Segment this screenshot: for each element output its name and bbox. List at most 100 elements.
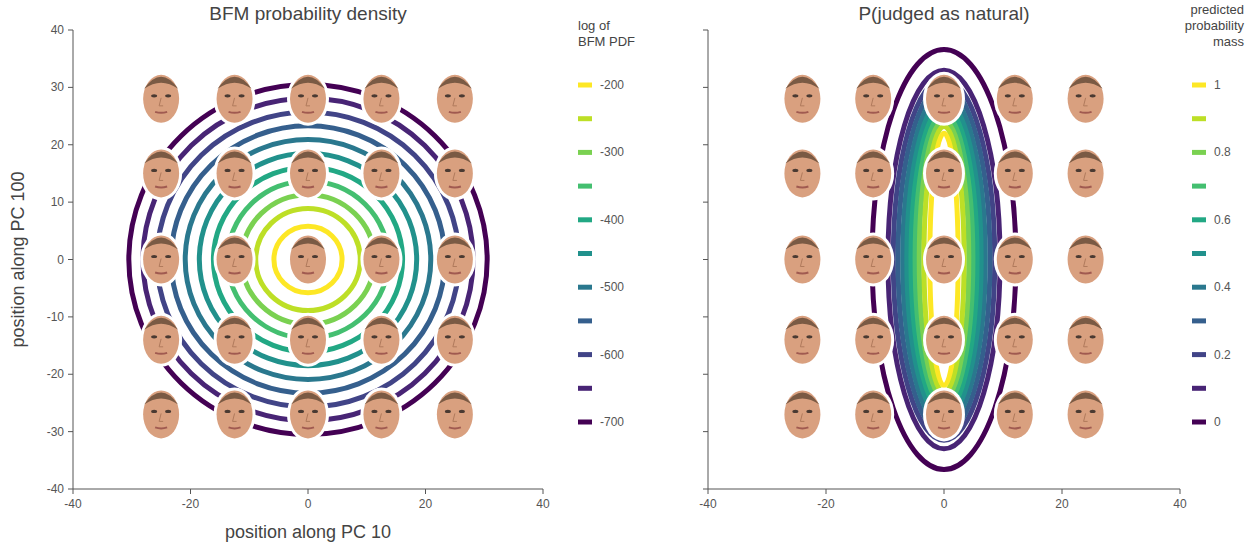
face-skin <box>290 316 326 364</box>
face-skin <box>217 149 253 197</box>
face-eye <box>1019 94 1025 97</box>
face-eye <box>371 94 377 97</box>
legend-swatch <box>1192 217 1206 222</box>
legend-swatch <box>1192 83 1206 88</box>
face-mouth <box>375 186 387 187</box>
legend-label: 0.4 <box>1214 280 1231 294</box>
face-eye <box>385 169 391 172</box>
face-eye <box>151 410 157 413</box>
face-hair <box>144 238 178 250</box>
face-outline <box>781 72 823 126</box>
face-outline <box>852 313 894 367</box>
y-tick-label: -30 <box>47 425 65 439</box>
face <box>434 72 476 126</box>
face-mouth <box>867 427 879 428</box>
contour-line <box>143 98 473 420</box>
contour-line <box>242 195 375 325</box>
face-skin <box>926 316 962 364</box>
contour-line <box>171 126 445 393</box>
face-eye <box>225 255 231 258</box>
face <box>214 313 256 367</box>
face-outline <box>1065 72 1107 126</box>
face-hair <box>144 151 178 163</box>
face-mouth <box>229 273 241 274</box>
faces <box>781 72 1106 442</box>
face-eye <box>445 335 451 338</box>
face-eye <box>1090 255 1096 258</box>
face-eye <box>792 335 798 338</box>
face-hair <box>856 392 890 404</box>
legend-label: -200 <box>600 78 624 92</box>
y-tick <box>68 144 73 145</box>
face-nose <box>306 98 310 106</box>
face-mouth <box>796 427 808 428</box>
face-eye <box>934 94 940 97</box>
legend-swatch <box>578 83 592 88</box>
face-skin <box>997 390 1033 438</box>
face-mouth <box>796 112 808 113</box>
face-mouth <box>302 273 314 274</box>
face <box>434 387 476 441</box>
face-outline <box>140 233 182 287</box>
face-nose <box>233 172 237 180</box>
face-mouth <box>302 112 314 113</box>
y-tick-label: 0 <box>57 253 64 267</box>
face-hair <box>998 77 1032 89</box>
face-nose <box>800 413 804 421</box>
face-hair <box>291 151 325 163</box>
face-eye <box>877 169 883 172</box>
face-eye <box>312 169 318 172</box>
face-mouth <box>938 427 950 428</box>
face-hair <box>785 151 819 163</box>
contour-line <box>898 86 990 433</box>
face <box>214 72 256 126</box>
face-eye <box>445 94 451 97</box>
face-hair <box>856 151 890 163</box>
face-eye <box>445 255 451 258</box>
face-outline <box>923 72 965 126</box>
face-skin <box>143 316 179 364</box>
face-eye <box>151 169 157 172</box>
face-eye <box>385 94 391 97</box>
x-tick <box>73 489 74 494</box>
face-hair <box>998 392 1032 404</box>
face-outline <box>214 233 256 287</box>
face-outline <box>994 146 1036 200</box>
face-skin <box>437 75 473 123</box>
face-outline <box>923 146 965 200</box>
face-eye <box>312 335 318 338</box>
legend-label: -300 <box>600 145 624 159</box>
face-nose <box>159 339 163 347</box>
face-eye <box>459 410 465 413</box>
x-tick-label: -40 <box>699 497 717 511</box>
contours <box>129 85 487 435</box>
face-nose <box>942 339 946 347</box>
face <box>852 146 894 200</box>
contour-line <box>915 114 973 404</box>
face-outline <box>434 233 476 287</box>
face-eye <box>385 335 391 338</box>
face-mouth <box>155 273 167 274</box>
face-skin <box>363 75 399 123</box>
face-mouth <box>229 353 241 354</box>
legend-swatch <box>578 150 592 155</box>
face <box>360 146 402 200</box>
face-nose <box>233 259 237 267</box>
face-skin <box>1068 316 1104 364</box>
legend-swatch <box>578 420 592 425</box>
face-skin <box>217 236 253 284</box>
face-nose <box>871 98 875 106</box>
legend-swatch <box>1192 116 1206 121</box>
face-mouth <box>302 353 314 354</box>
axes: -40-2002040 <box>699 30 1187 511</box>
face-eye <box>165 410 171 413</box>
legend-swatch <box>578 352 592 357</box>
face-mouth <box>1080 186 1092 187</box>
legend-swatch <box>1192 318 1206 323</box>
face-outline <box>287 387 329 441</box>
face-nose <box>871 259 875 267</box>
face-hair <box>998 318 1032 330</box>
face-eye <box>312 410 318 413</box>
face <box>287 387 329 441</box>
x-tick-label: -40 <box>64 497 82 511</box>
